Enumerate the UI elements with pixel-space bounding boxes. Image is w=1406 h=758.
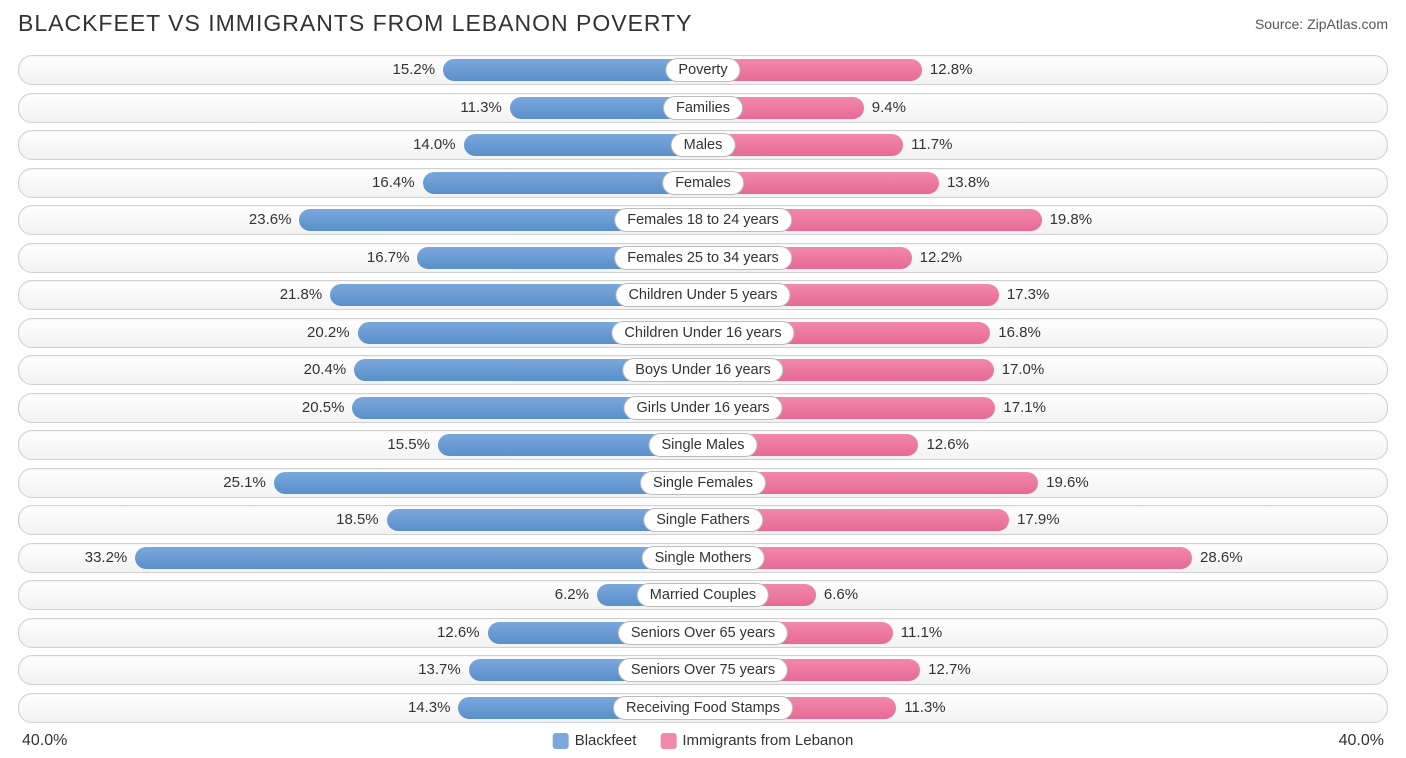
chart-area: 15.2%12.8%Poverty11.3%9.4%Families14.0%1… — [18, 55, 1388, 723]
category-label: Males — [671, 133, 736, 157]
legend-label-right: Immigrants from Lebanon — [682, 732, 853, 749]
category-label: Girls Under 16 years — [624, 396, 783, 420]
value-right: 17.3% — [1007, 281, 1050, 309]
legend-swatch-right — [660, 733, 676, 749]
category-label: Married Couples — [637, 583, 769, 607]
axis-max-left: 40.0% — [22, 732, 67, 750]
category-label: Single Mothers — [642, 546, 765, 570]
legend-item-right: Immigrants from Lebanon — [660, 732, 853, 749]
value-right: 28.6% — [1200, 544, 1243, 572]
chart-title: BLACKFEET VS IMMIGRANTS FROM LEBANON POV… — [18, 10, 693, 37]
category-label: Families — [663, 96, 743, 120]
value-right: 12.8% — [930, 56, 973, 84]
chart-row: 21.8% 17.3% Children Under 5 years — [18, 280, 1388, 310]
category-label: Receiving Food Stamps — [613, 696, 793, 720]
value-right: 13.8% — [947, 169, 990, 197]
bar-left — [443, 59, 703, 81]
category-label: Boys Under 16 years — [622, 358, 783, 382]
bar-right — [703, 547, 1192, 569]
value-right: 11.3% — [904, 694, 945, 722]
chart-row: 12.6% 11.1% Seniors Over 65 years — [18, 618, 1388, 648]
value-left: 21.8% — [280, 281, 323, 309]
value-left: 25.1% — [223, 469, 266, 497]
value-left: 15.5% — [387, 431, 430, 459]
value-right: 17.9% — [1017, 506, 1060, 534]
bar-left — [464, 134, 703, 156]
value-left: 20.2% — [307, 319, 350, 347]
chart-row: 25.1% 19.6% Single Females — [18, 468, 1388, 498]
chart-row: 23.6% 19.8% Females 18 to 24 years — [18, 205, 1388, 235]
value-left: 33.2% — [85, 544, 128, 572]
chart-container: BLACKFEET VS IMMIGRANTS FROM LEBANON POV… — [0, 0, 1406, 758]
chart-footer: 40.0% Blackfeet Immigrants from Lebanon … — [18, 730, 1388, 758]
value-left: 12.6% — [437, 619, 480, 647]
value-left: 23.6% — [249, 206, 292, 234]
value-right: 19.6% — [1046, 469, 1089, 497]
category-label: Seniors Over 65 years — [618, 621, 788, 645]
category-label: Children Under 16 years — [611, 321, 794, 345]
bar-left — [135, 547, 703, 569]
value-right: 12.6% — [926, 431, 969, 459]
value-left: 13.7% — [418, 656, 461, 684]
value-right: 12.2% — [920, 244, 963, 272]
bar-left — [423, 172, 703, 194]
category-label: Females 18 to 24 years — [614, 208, 792, 232]
value-right: 17.1% — [1003, 394, 1046, 422]
value-left: 14.0% — [413, 131, 456, 159]
value-right: 16.8% — [998, 319, 1041, 347]
category-label: Seniors Over 75 years — [618, 658, 788, 682]
category-label: Single Males — [648, 433, 757, 457]
value-left: 11.3% — [460, 94, 501, 122]
chart-row: 14.3% 11.3% Receiving Food Stamps — [18, 693, 1388, 723]
category-label: Poverty — [665, 58, 740, 82]
category-label: Females — [662, 171, 744, 195]
value-right: 19.8% — [1050, 206, 1093, 234]
value-left: 15.2% — [393, 56, 436, 84]
chart-row: 20.5% 17.1% Girls Under 16 years — [18, 393, 1388, 423]
value-right: 11.1% — [901, 619, 942, 647]
source-label: Source: ZipAtlas.com — [1255, 16, 1388, 32]
chart-row: 20.4% 17.0% Boys Under 16 years — [18, 355, 1388, 385]
chart-row: 6.2% 6.6% Married Couples — [18, 580, 1388, 610]
value-left: 14.3% — [408, 694, 451, 722]
chart-row: 18.5% 17.9% Single Fathers — [18, 505, 1388, 535]
value-left: 20.4% — [304, 356, 347, 384]
category-label: Females 25 to 34 years — [614, 246, 792, 270]
header: BLACKFEET VS IMMIGRANTS FROM LEBANON POV… — [18, 10, 1388, 37]
chart-row: 16.4% 13.8% Females — [18, 168, 1388, 198]
legend-label-left: Blackfeet — [575, 732, 637, 749]
chart-row: 15.2% 12.8% Poverty — [18, 55, 1388, 85]
bar-left — [274, 472, 703, 494]
chart-row: 13.7% 12.7% Seniors Over 75 years — [18, 655, 1388, 685]
value-left: 16.4% — [372, 169, 415, 197]
legend-item-left: Blackfeet — [553, 732, 637, 749]
chart-row: 14.0% 11.7% Males — [18, 130, 1388, 160]
value-left: 6.2% — [555, 581, 589, 609]
chart-row: 15.5% 12.6% Single Males — [18, 430, 1388, 460]
value-left: 16.7% — [367, 244, 410, 272]
chart-row: 33.2% 28.6% Single Mothers — [18, 543, 1388, 573]
value-right: 6.6% — [824, 581, 858, 609]
category-label: Children Under 5 years — [615, 283, 790, 307]
legend-swatch-left — [553, 733, 569, 749]
chart-row: 20.2% 16.8% Children Under 16 years — [18, 318, 1388, 348]
value-right: 17.0% — [1002, 356, 1045, 384]
value-right: 11.7% — [911, 131, 952, 159]
category-label: Single Females — [640, 471, 766, 495]
value-left: 18.5% — [336, 506, 379, 534]
axis-max-right: 40.0% — [1339, 732, 1384, 750]
chart-row: 11.3% 9.4% Families — [18, 93, 1388, 123]
legend: Blackfeet Immigrants from Lebanon — [553, 732, 854, 749]
value-right: 9.4% — [872, 94, 906, 122]
category-label: Single Fathers — [643, 508, 763, 532]
value-left: 20.5% — [302, 394, 345, 422]
chart-row: 16.7% 12.2% Females 25 to 34 years — [18, 243, 1388, 273]
value-right: 12.7% — [928, 656, 971, 684]
